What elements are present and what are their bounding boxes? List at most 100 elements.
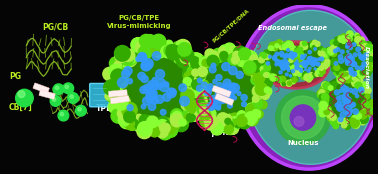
Circle shape bbox=[356, 118, 362, 124]
Circle shape bbox=[329, 36, 372, 79]
Circle shape bbox=[361, 56, 366, 61]
Circle shape bbox=[244, 61, 256, 73]
Circle shape bbox=[184, 87, 191, 94]
Circle shape bbox=[63, 83, 74, 94]
Circle shape bbox=[294, 46, 299, 51]
Circle shape bbox=[189, 93, 199, 102]
Circle shape bbox=[157, 119, 170, 132]
Circle shape bbox=[318, 58, 321, 60]
Circle shape bbox=[338, 77, 342, 82]
Circle shape bbox=[302, 72, 308, 77]
Circle shape bbox=[141, 116, 155, 130]
Circle shape bbox=[305, 69, 306, 71]
Circle shape bbox=[76, 105, 86, 116]
Circle shape bbox=[352, 43, 356, 46]
Circle shape bbox=[319, 107, 325, 113]
Circle shape bbox=[192, 76, 203, 86]
Circle shape bbox=[319, 101, 327, 110]
Circle shape bbox=[191, 84, 198, 91]
Circle shape bbox=[197, 66, 205, 74]
Circle shape bbox=[342, 119, 349, 126]
Circle shape bbox=[222, 62, 230, 71]
Circle shape bbox=[339, 58, 344, 63]
Circle shape bbox=[279, 51, 284, 56]
Circle shape bbox=[190, 69, 198, 77]
Circle shape bbox=[203, 118, 214, 129]
Circle shape bbox=[139, 37, 153, 51]
Circle shape bbox=[279, 45, 284, 49]
Circle shape bbox=[207, 51, 219, 62]
Circle shape bbox=[200, 106, 208, 115]
Circle shape bbox=[169, 89, 176, 95]
Circle shape bbox=[259, 57, 265, 63]
Circle shape bbox=[179, 57, 188, 67]
Circle shape bbox=[361, 110, 369, 119]
Circle shape bbox=[345, 61, 350, 65]
Text: pDNA: pDNA bbox=[211, 128, 235, 137]
Circle shape bbox=[185, 53, 197, 64]
Circle shape bbox=[309, 56, 312, 60]
Circle shape bbox=[337, 106, 340, 109]
Circle shape bbox=[220, 92, 228, 101]
Circle shape bbox=[324, 107, 330, 113]
Circle shape bbox=[343, 94, 347, 98]
Circle shape bbox=[330, 50, 337, 57]
Circle shape bbox=[50, 96, 61, 106]
Circle shape bbox=[251, 64, 262, 74]
Circle shape bbox=[240, 119, 250, 129]
Circle shape bbox=[190, 71, 203, 83]
Circle shape bbox=[181, 92, 194, 104]
Circle shape bbox=[340, 112, 345, 117]
Circle shape bbox=[237, 56, 247, 66]
Circle shape bbox=[314, 68, 316, 70]
Circle shape bbox=[184, 52, 196, 64]
Circle shape bbox=[157, 117, 168, 128]
Circle shape bbox=[283, 42, 287, 45]
Circle shape bbox=[248, 62, 256, 70]
Circle shape bbox=[206, 112, 215, 121]
Circle shape bbox=[256, 84, 267, 95]
Circle shape bbox=[115, 72, 127, 85]
Circle shape bbox=[238, 116, 246, 124]
Circle shape bbox=[290, 47, 294, 51]
Circle shape bbox=[276, 77, 281, 81]
Circle shape bbox=[182, 95, 195, 108]
Circle shape bbox=[341, 72, 347, 78]
Circle shape bbox=[265, 73, 270, 77]
Circle shape bbox=[349, 76, 354, 81]
Circle shape bbox=[180, 56, 188, 64]
Circle shape bbox=[177, 54, 191, 68]
Circle shape bbox=[197, 110, 204, 117]
Circle shape bbox=[338, 36, 344, 42]
Circle shape bbox=[348, 103, 353, 108]
Circle shape bbox=[359, 118, 366, 125]
Circle shape bbox=[147, 98, 152, 103]
Circle shape bbox=[269, 75, 276, 82]
Circle shape bbox=[279, 71, 282, 74]
Circle shape bbox=[350, 102, 356, 107]
Circle shape bbox=[197, 102, 210, 115]
Circle shape bbox=[175, 42, 189, 56]
Circle shape bbox=[217, 47, 227, 57]
Circle shape bbox=[259, 69, 266, 77]
Circle shape bbox=[203, 112, 211, 120]
Circle shape bbox=[253, 79, 261, 87]
Circle shape bbox=[330, 58, 338, 66]
Circle shape bbox=[339, 74, 342, 78]
Circle shape bbox=[284, 64, 287, 66]
Circle shape bbox=[161, 118, 176, 133]
Circle shape bbox=[268, 74, 274, 80]
Circle shape bbox=[174, 53, 185, 64]
Circle shape bbox=[316, 63, 319, 65]
Circle shape bbox=[18, 91, 25, 98]
Circle shape bbox=[317, 90, 325, 97]
Circle shape bbox=[356, 37, 361, 42]
Circle shape bbox=[352, 64, 354, 66]
Text: Nucleus: Nucleus bbox=[287, 140, 319, 146]
Circle shape bbox=[276, 43, 280, 46]
Circle shape bbox=[273, 55, 276, 58]
Circle shape bbox=[342, 77, 348, 82]
Circle shape bbox=[287, 49, 290, 52]
Circle shape bbox=[364, 108, 373, 116]
Circle shape bbox=[229, 88, 233, 92]
